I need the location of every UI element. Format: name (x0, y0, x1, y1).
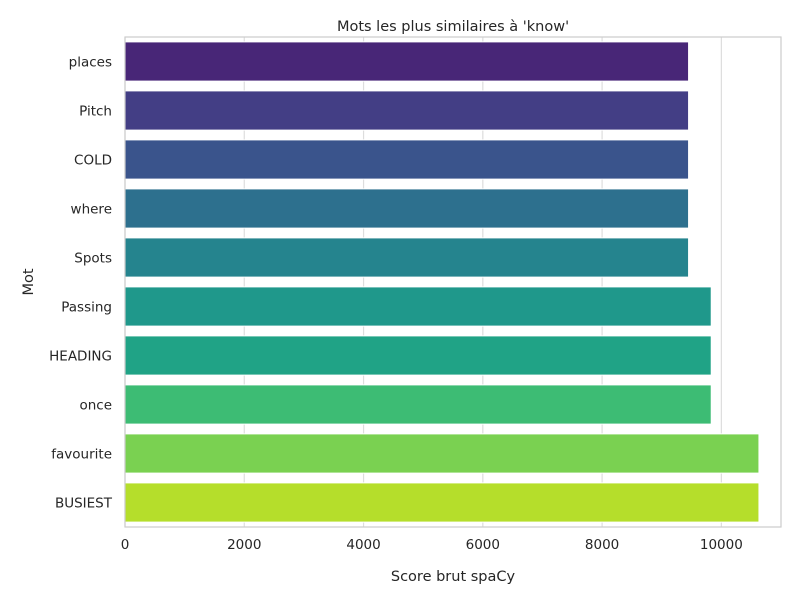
chart-title: Mots les plus similaires à 'know' (337, 19, 569, 35)
y-tick-labels: places Pitch COLD where Spots Passing HEADING o… (49, 55, 113, 512)
y-tick-label: favourite (51, 447, 112, 463)
x-tick-label: 2000 (227, 537, 261, 553)
x-tick-label: 0 (121, 537, 130, 553)
x-tick-label: 10000 (700, 537, 743, 553)
bar-places (124, 41, 690, 82)
y-tick-label: HEADING (49, 349, 112, 365)
x-axis-label: Score brut spaCy (391, 569, 516, 585)
y-tick-label: BUSIEST (55, 496, 113, 512)
bar-cold (124, 139, 690, 180)
bars (124, 41, 760, 523)
plot-frame (124, 36, 782, 528)
x-tick-label: 8000 (585, 537, 619, 553)
y-tick-label: Pitch (79, 104, 112, 120)
bar-where (124, 188, 690, 229)
bar-favourite (124, 433, 760, 474)
y-axis-label: Mot (21, 268, 37, 295)
x-tick-labels: 0 2000 4000 6000 8000 10000 (121, 537, 743, 553)
x-tick-label: 4000 (346, 537, 380, 553)
y-tick-label: Passing (61, 300, 112, 316)
x-tick-label: 6000 (466, 537, 500, 553)
bar-spots (124, 237, 690, 278)
y-tick-label: where (71, 202, 112, 218)
bar-passing (124, 286, 712, 327)
y-tick-label: Spots (74, 251, 112, 267)
bar-pitch (124, 90, 690, 131)
bar-heading (124, 335, 712, 376)
bar-once (124, 384, 712, 425)
y-tick-label: places (69, 55, 112, 71)
bar-busiest (124, 482, 760, 523)
y-tick-label: COLD (74, 153, 112, 169)
y-tick-label: once (79, 398, 112, 414)
